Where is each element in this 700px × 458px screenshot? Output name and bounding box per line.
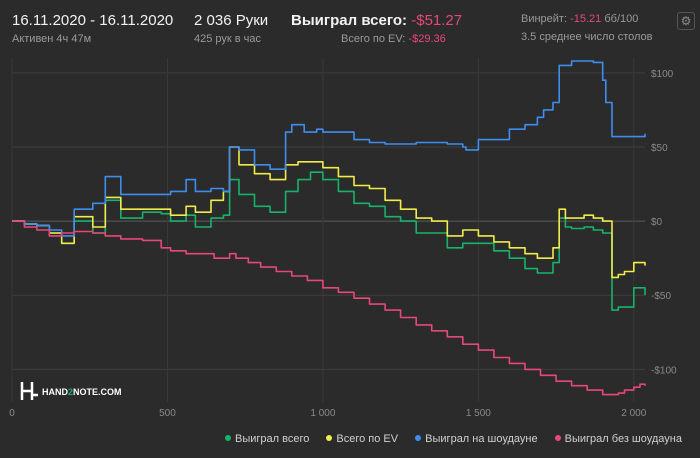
hand2note-logo-text: HAND2NOTE.COM	[42, 387, 122, 397]
legend-label-ev: Всего по EV	[336, 433, 399, 445]
x-tick-label: 2 000	[621, 408, 646, 419]
legend-item-no-showdown[interactable]: Выиграл без шоудауна	[554, 433, 682, 445]
chart-series	[12, 60, 646, 396]
hands-count: 2 036 Руки	[194, 12, 269, 29]
legend-label-no-showdown: Выиграл без шоудауна	[564, 433, 682, 445]
series-line-showdown	[12, 60, 646, 237]
legend-item-won[interactable]: Выиграл всего	[225, 433, 309, 445]
y-tick-label: -$50	[651, 291, 671, 302]
gear-icon: ⚙	[680, 14, 692, 28]
y-tick-label: $50	[651, 143, 668, 154]
winrate-value: -15.21	[570, 13, 602, 25]
legend-label-won: Выиграл всего	[235, 433, 310, 445]
x-tick-label: 1 000	[310, 408, 335, 419]
x-tick-label: 0	[9, 408, 15, 419]
y-tick-label: $100	[651, 69, 674, 80]
y-tick-label: -$100	[651, 365, 677, 376]
legend-item-showdown[interactable]: Выиграл на шоудауне	[415, 433, 538, 445]
won-total-label: Выиграл всего:	[291, 12, 408, 29]
ev-total: Всего по EV: -$29.36	[341, 33, 446, 45]
ev-total-label: Всего по EV:	[341, 33, 406, 45]
series-line-ev	[12, 146, 646, 279]
avg-tables: 3.5 среднее число столов	[521, 31, 653, 43]
legend-swatch-showdown	[415, 435, 422, 441]
y-axis: $100 $50 $0 -$50 -$100	[651, 69, 677, 377]
winrate-unit: бб/100	[604, 13, 639, 25]
active-time: Активен 4ч 47м	[12, 33, 92, 45]
logo-text-a: HAND	[42, 387, 68, 397]
hand2note-logo: HAND2NOTE.COM	[20, 382, 122, 400]
chart-legend: Выиграл всего Всего по EV Выиграл на шоу…	[225, 433, 696, 445]
won-total-value: -$51.27	[411, 12, 463, 29]
date-range: 16.11.2020 - 16.11.2020	[12, 12, 174, 29]
winrate-label: Винрейт:	[521, 13, 568, 25]
x-axis: 0 500 1 000 1 500 2 000	[9, 408, 647, 419]
x-tick-label: 1 500	[466, 408, 491, 419]
won-total: Выиграл всего: -$51.27	[291, 12, 462, 29]
series-line-won	[12, 171, 646, 311]
legend-swatch-won	[225, 435, 231, 441]
legend-swatch-ev	[326, 435, 333, 441]
legend-swatch-no-showdown	[554, 435, 561, 441]
x-tick-label: 500	[159, 408, 176, 419]
logo-text-b: 2	[68, 387, 73, 397]
ev-total-value: -$29.36	[408, 33, 446, 45]
logo-text-c: NOTE.COM	[73, 387, 122, 397]
legend-label-showdown: Выиграл на шоудауне	[425, 433, 538, 445]
series-line-no-showdown	[12, 220, 646, 396]
winrate: Винрейт: -15.21 бб/100	[521, 13, 638, 25]
settings-button[interactable]: ⚙	[677, 12, 695, 30]
legend-item-ev[interactable]: Всего по EV	[326, 433, 398, 445]
hand2note-logo-mark	[20, 382, 38, 400]
hands-per-hour: 425 рук в час	[194, 33, 262, 45]
y-tick-label: $0	[651, 217, 663, 228]
